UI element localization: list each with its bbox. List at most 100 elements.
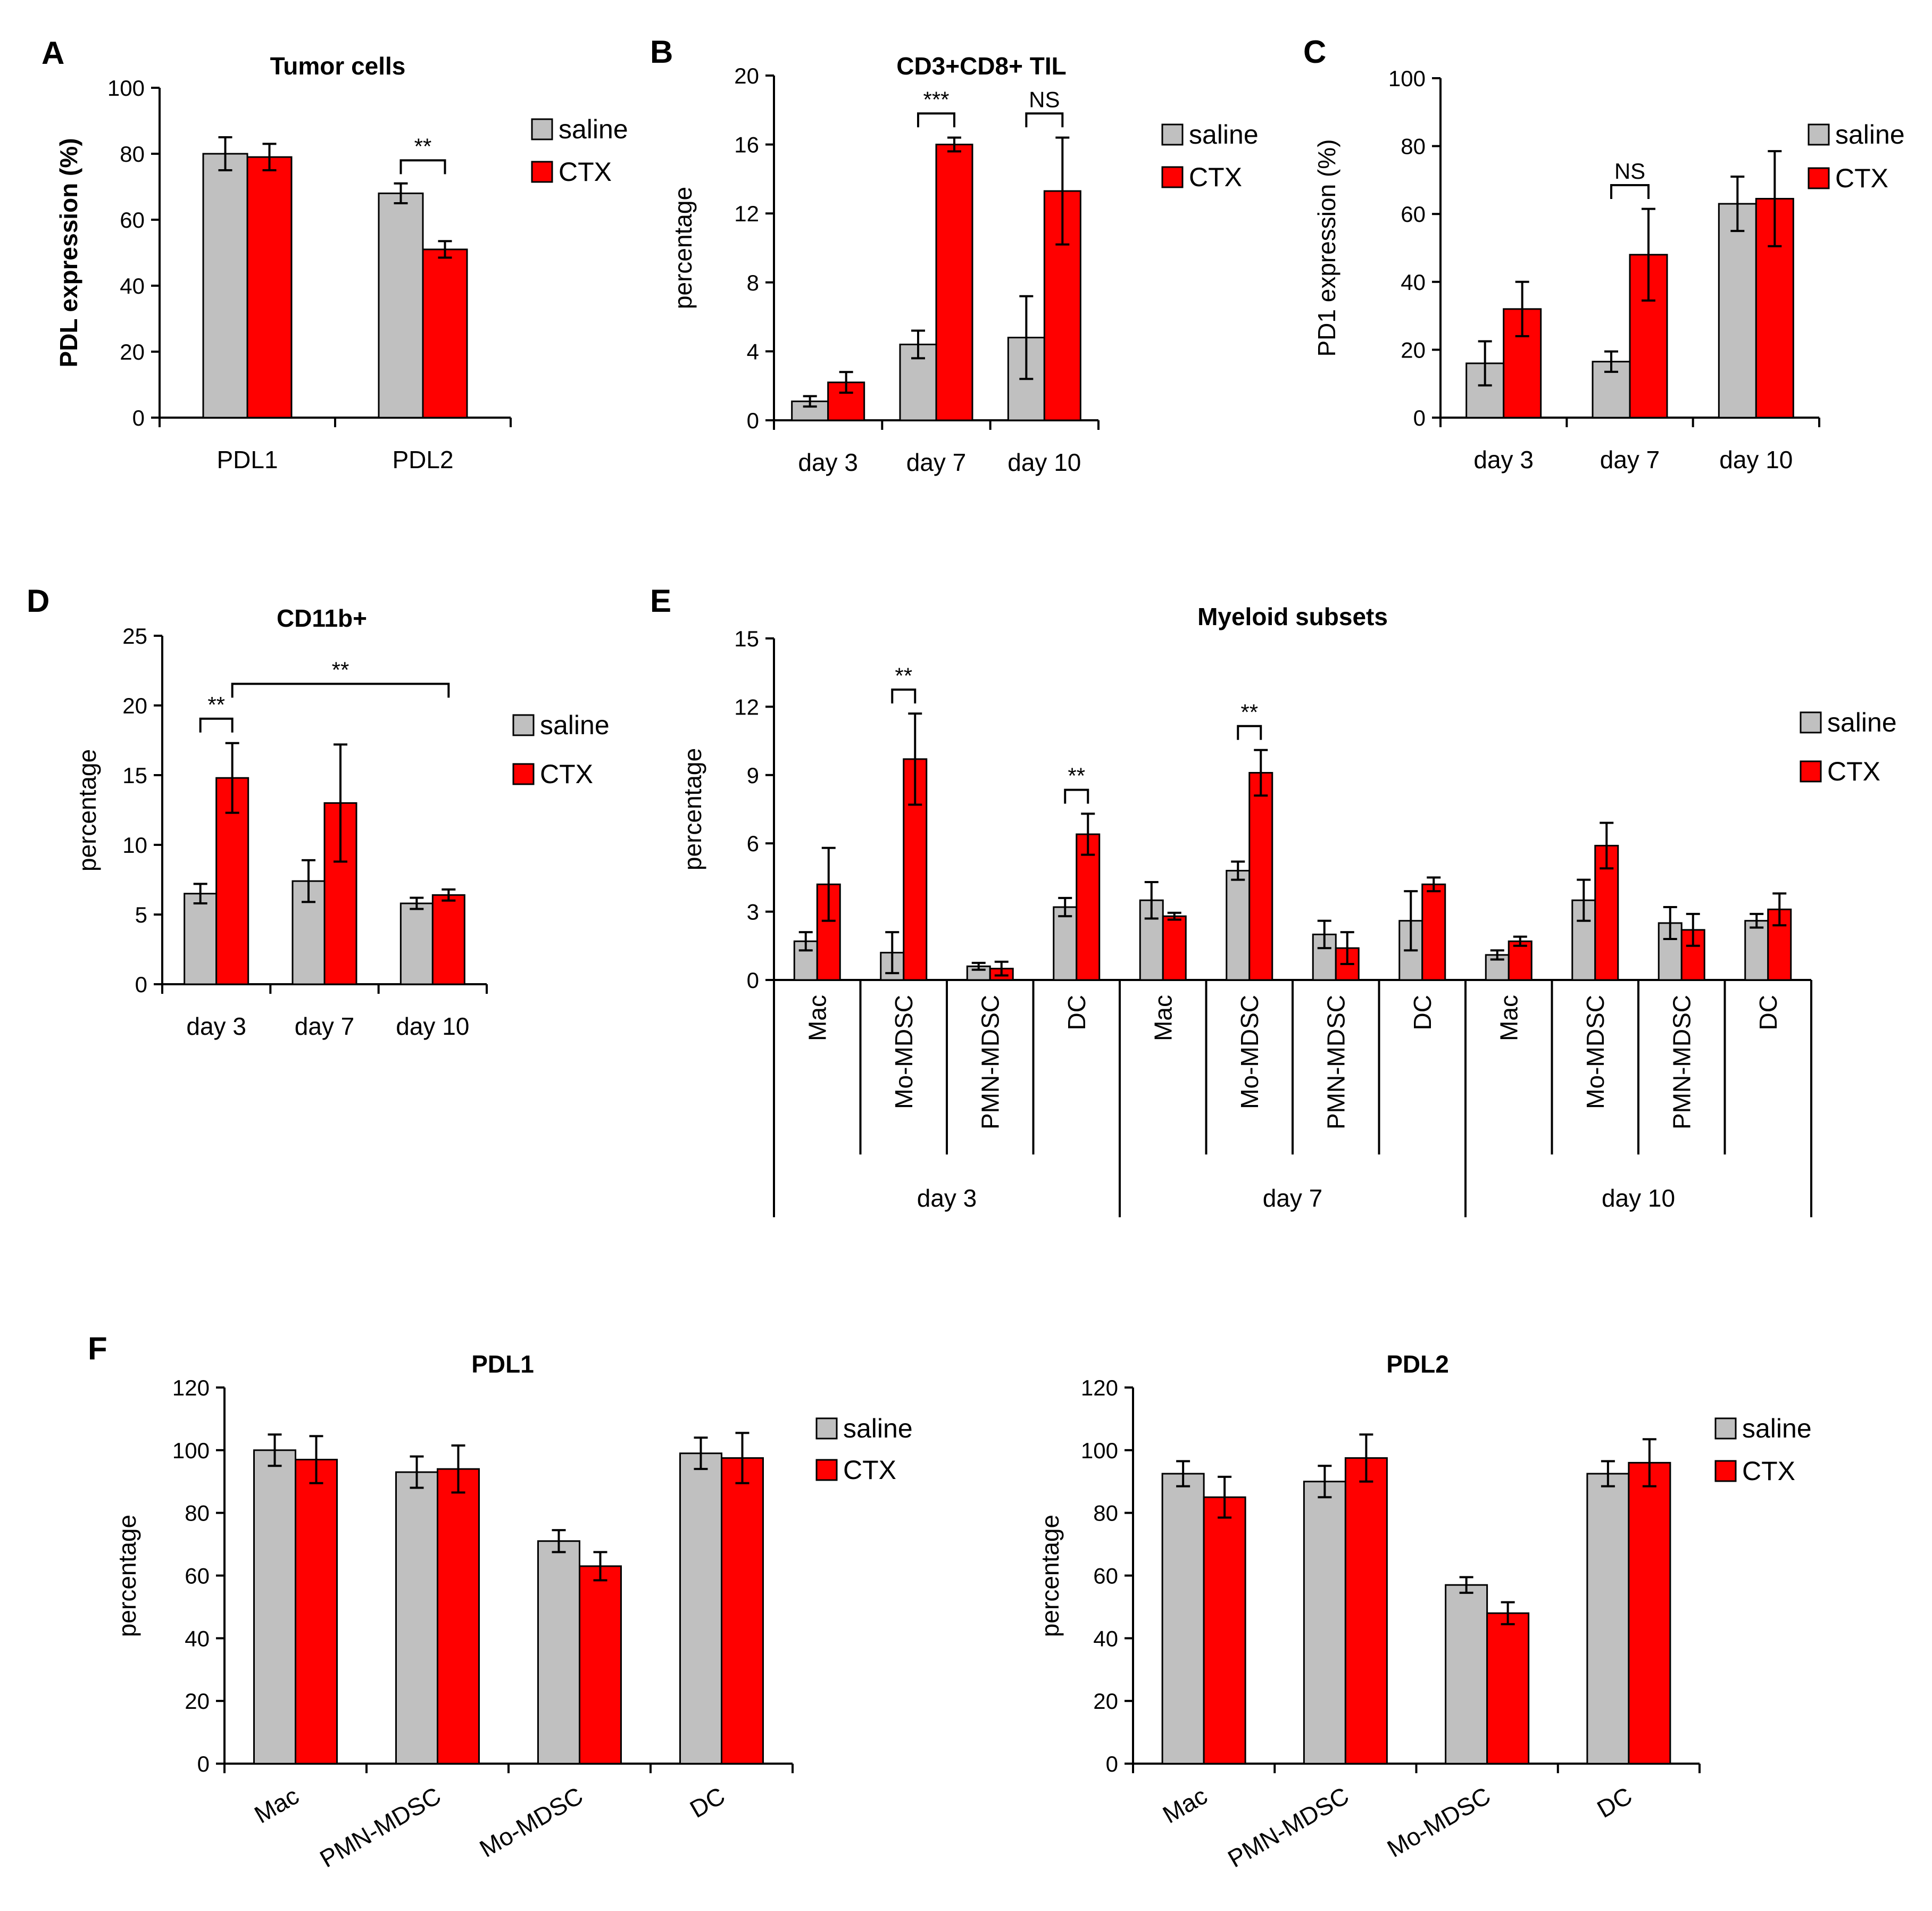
error-bar [1501,1601,1515,1625]
error-bar [1055,136,1070,246]
bar-saline [537,1540,580,1765]
bar-ctx [246,156,293,419]
x-category-label: Mo-MDSC [475,1782,588,1863]
y-tick-label: 5 [135,902,147,927]
error-bar [694,1436,708,1470]
error-bar [1167,911,1181,921]
error-bar [1144,880,1159,920]
y-axis-label: percentage [679,748,706,870]
bracket-line [399,159,446,175]
panel-label: F [88,1331,107,1366]
y-tick-label: 20 [734,63,759,88]
x-category-label: day 3 [1473,446,1534,473]
y-tick-label: 8 [747,270,759,295]
significance-label: *** [923,87,949,112]
y-tick-label: 80 [1093,1501,1118,1526]
error-bar [1490,949,1504,961]
error-bar [262,143,277,171]
y-tick-label: 15 [122,763,147,788]
y-tick-label: 120 [172,1375,210,1400]
x-group-label: day 7 [1263,1184,1323,1212]
bar-saline [679,1452,722,1765]
chart-title: Myeloid subsets [1197,603,1388,630]
error-bar [1176,1460,1190,1488]
bar-ctx [1203,1496,1246,1765]
y-tick-label: 60 [120,207,145,232]
significance-label: ** [332,657,349,682]
legend-swatch-saline [815,1417,838,1440]
bar-ctx [721,1457,764,1765]
error-bar [410,1455,424,1489]
x-category-label: DC [1592,1782,1637,1823]
x-category-label: Mac [803,995,831,1041]
error-bar [193,883,207,905]
bar-saline [1445,1584,1488,1765]
legend-label-ctx: CTX [1189,162,1242,192]
legend-swatch-ctx [1808,167,1830,189]
y-tick-label: 20 [185,1689,210,1714]
x-category-label: day 7 [906,448,967,476]
x-category-label: Mo-MDSC [1383,1782,1495,1863]
legend-swatch-ctx [512,763,535,785]
legend-label-saline: saline [1742,1414,1812,1443]
error-bar [1730,176,1745,232]
x-category-label: PDL1 [216,446,278,473]
y-tick-label: 10 [122,833,147,858]
error-bar [552,1529,566,1553]
y-tick-label: 0 [747,968,759,993]
x-category-label: PMN-MDSC [1223,1782,1353,1873]
error-bar [1515,280,1529,337]
legend-label-ctx: CTX [1742,1456,1795,1486]
error-bar [593,1551,607,1582]
error-bar [1218,1475,1232,1519]
x-category-label: Mo-MDSC [1236,995,1263,1109]
y-tick-label: 20 [1093,1689,1118,1714]
y-tick-label: 60 [1093,1564,1118,1589]
error-bar [1768,150,1782,247]
x-group-label: day 3 [917,1184,977,1212]
bracket-line [891,688,917,704]
bracket-line [917,112,955,128]
bracket-line [1610,184,1650,199]
error-bar [1404,890,1418,952]
y-tick-label: 3 [747,900,759,925]
y-tick-label: 100 [1081,1438,1118,1463]
error-bar [1359,1433,1373,1483]
x-category-label: day 10 [1007,448,1081,476]
bar-saline [1718,203,1757,419]
error-bar [1058,896,1072,918]
bar-ctx [1344,1457,1388,1765]
x-category-label: Mo-MDSC [890,995,918,1109]
bar-ctx [1767,908,1792,981]
y-tick-label: 0 [135,972,147,997]
error-bar [885,931,900,975]
error-bar [451,1444,465,1494]
bar-ctx [1421,883,1446,981]
x-category-label: day 10 [1719,446,1793,473]
legend-label-saline: saline [540,710,610,740]
legend-label-saline: saline [1835,120,1905,149]
error-bar [1600,821,1614,870]
error-bar [803,395,817,408]
bracket-line [199,717,234,733]
error-bar [1642,1438,1656,1488]
y-tick-label: 100 [172,1438,210,1463]
error-bar [1317,919,1331,950]
error-bar [1459,1576,1473,1594]
significance-bracket: *** [917,87,955,128]
error-bar [1340,931,1354,966]
error-bar [1686,912,1700,947]
bar-saline [1303,1481,1346,1765]
bar-saline [399,902,434,985]
y-tick-label: 25 [122,624,147,649]
bar-ctx [437,1468,480,1765]
error-bar [971,961,986,971]
y-tick-label: 16 [734,132,759,157]
bar-saline [253,1449,296,1765]
error-bar [1318,1465,1332,1499]
legend-swatch-ctx [1714,1460,1737,1482]
bracket-line [1064,788,1089,804]
significance-bracket: NS [1025,87,1064,128]
x-category-label: day 7 [1600,446,1660,473]
